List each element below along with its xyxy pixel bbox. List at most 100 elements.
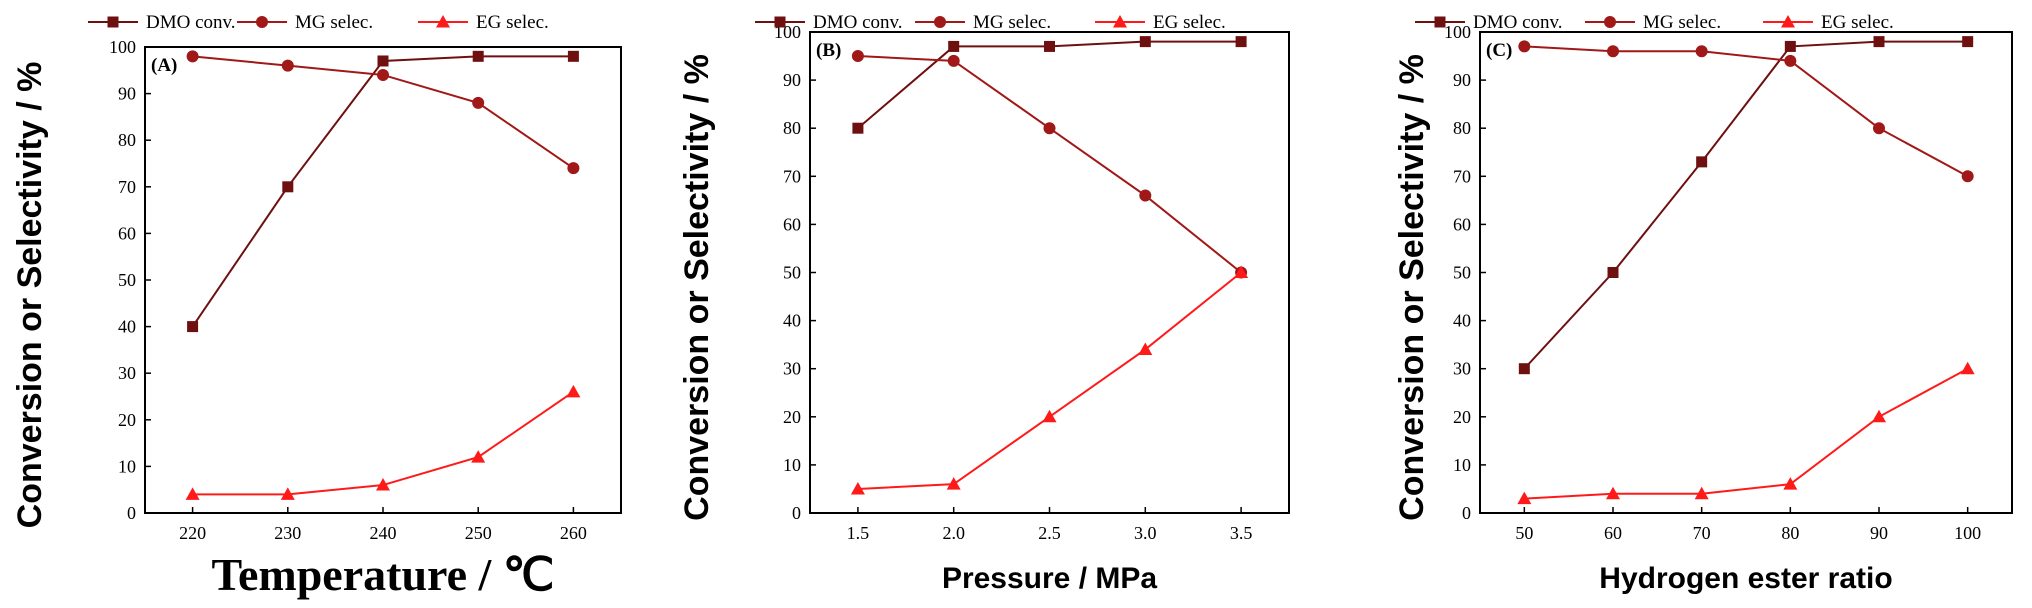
- dmo-conv-line: [857, 40, 1242, 129]
- mg-selec-point: [186, 50, 199, 63]
- eg-selec-point: [1138, 342, 1153, 355]
- x-tick-label: 240: [370, 523, 397, 543]
- dmo-conv-point: [852, 122, 864, 134]
- y-tick-label: 0: [792, 503, 801, 523]
- y-tick-label: 70: [783, 166, 801, 186]
- y-tick-label: 80: [1453, 118, 1471, 138]
- y-tick-label: 40: [1453, 311, 1471, 331]
- y-tick-label: 60: [118, 223, 136, 243]
- x-tick-label: 230: [274, 523, 301, 543]
- x-tick-label: 60: [1604, 523, 1622, 543]
- y-tick-label: 100: [109, 37, 136, 57]
- y-tick-label: 30: [118, 363, 136, 383]
- x-axis-title: Hydrogen ester ratio: [1599, 562, 1892, 595]
- plot-frame: [809, 31, 1290, 514]
- eg-selec-point: [376, 478, 390, 491]
- legend-marker-mg-selec: [256, 16, 268, 28]
- mg-selec-point: [281, 59, 294, 72]
- y-tick-label: 90: [1453, 70, 1471, 90]
- dmo-conv-point: [377, 55, 389, 67]
- y-tick-label: 10: [783, 455, 801, 475]
- legend-label-dmo-conv: DMO conv.: [813, 12, 903, 33]
- y-axis-title: Conversion or Selectivity / %: [1393, 54, 1431, 521]
- dmo-conv-point: [948, 40, 960, 52]
- y-tick-label: 40: [783, 311, 801, 331]
- series-dmo-conv: [1518, 36, 1974, 375]
- eg-selec-point: [850, 481, 865, 495]
- series-mg-selec: [186, 50, 580, 175]
- legend-label-mg-selec: MG selec.: [973, 12, 1051, 33]
- dmo-conv-point: [1044, 40, 1055, 52]
- dmo-conv-point: [1607, 267, 1619, 278]
- mg-selec-point: [851, 50, 864, 63]
- plot-frame: [144, 46, 622, 514]
- dmo-conv-point: [1696, 156, 1708, 168]
- mg-selec-point: [1607, 45, 1619, 58]
- y-tick-label: 70: [1453, 166, 1471, 186]
- dmo-conv-point: [472, 50, 484, 62]
- y-axis-title: Conversion or Selectivity / %: [11, 62, 49, 529]
- legend-marker-dmo-conv: [1434, 16, 1446, 28]
- series-dmo-conv: [187, 50, 579, 333]
- y-tick-label: 20: [783, 407, 801, 427]
- eg-selec-point: [1234, 265, 1249, 278]
- legend-label-eg-selec: EG selec.: [1153, 12, 1226, 33]
- eg-selec-point: [1872, 409, 1886, 423]
- eg-selec-point: [566, 384, 581, 398]
- x-tick-label: 50: [1515, 523, 1533, 543]
- y-tick-label: 20: [1453, 407, 1471, 427]
- y-tick-label: 80: [118, 130, 136, 150]
- mg-selec-point: [1043, 122, 1056, 135]
- eg-selec-point: [471, 450, 486, 463]
- mg-selec-point: [377, 68, 389, 81]
- legend-marker-eg-selec: [1781, 15, 1795, 28]
- legend-label-eg-selec: EG selec.: [476, 12, 549, 33]
- eg-selec-point: [185, 487, 200, 500]
- dmo-conv-line: [191, 55, 574, 328]
- legend-label-eg-selec: EG selec.: [1821, 12, 1894, 33]
- y-tick-label: 0: [127, 503, 136, 523]
- dmo-conv-point: [1962, 36, 1974, 48]
- y-tick-label: 0: [1462, 503, 1471, 523]
- dmo-conv-point: [187, 321, 199, 333]
- legend: DMO conv. MG selec. EG selec.: [1415, 12, 1894, 33]
- eg-selec-line: [1524, 367, 1969, 500]
- eg-selec-point: [946, 477, 961, 490]
- y-tick-label: 70: [118, 177, 136, 197]
- y-tick-label: 20: [118, 410, 136, 430]
- mg-selec-point: [1784, 54, 1797, 67]
- mg-selec-point: [1961, 170, 1974, 183]
- panel-label: (C): [1486, 40, 1512, 61]
- x-tick-label: 100: [1954, 523, 1981, 543]
- eg-selec-point: [1517, 491, 1532, 505]
- eg-selec-line: [857, 271, 1242, 490]
- mg-selec-point: [472, 96, 485, 109]
- series-mg-selec: [1518, 40, 1974, 183]
- legend-label-dmo-conv: DMO conv.: [146, 12, 236, 33]
- legend-marker-mg-selec: [934, 16, 946, 28]
- legend-label-mg-selec: MG selec.: [1643, 12, 1721, 33]
- y-tick-label: 10: [118, 456, 136, 476]
- mg-selec-point: [1695, 45, 1708, 58]
- panel-label: (B): [816, 40, 841, 61]
- panel-a: 0 10 20 30 40 50 60 70 80 90 100 220 230 240 250 260 (A)…: [11, 12, 622, 600]
- y-tick-label: 30: [783, 359, 801, 379]
- x-tick-label: 3.5: [1230, 523, 1253, 543]
- eg-selec-point: [280, 487, 295, 500]
- legend-marker-dmo-conv: [107, 16, 119, 28]
- dmo-conv-point: [567, 50, 579, 62]
- y-tick-label: 10: [1453, 455, 1471, 475]
- legend-marker-eg-selec: [436, 15, 450, 28]
- x-tick-label: 2.5: [1038, 523, 1061, 543]
- y-tick-label: 90: [783, 70, 801, 90]
- series-mg-selec: [851, 50, 1248, 279]
- mg-selec-point: [947, 54, 960, 67]
- x-tick-label: 3.0: [1134, 523, 1157, 543]
- dmo-conv-point: [1235, 36, 1247, 48]
- legend: DMO conv. MG selec. EG selec.: [88, 12, 549, 33]
- legend-label-mg-selec: MG selec.: [295, 12, 373, 33]
- eg-selec-point: [1783, 477, 1798, 490]
- dmo-conv-point: [282, 181, 294, 193]
